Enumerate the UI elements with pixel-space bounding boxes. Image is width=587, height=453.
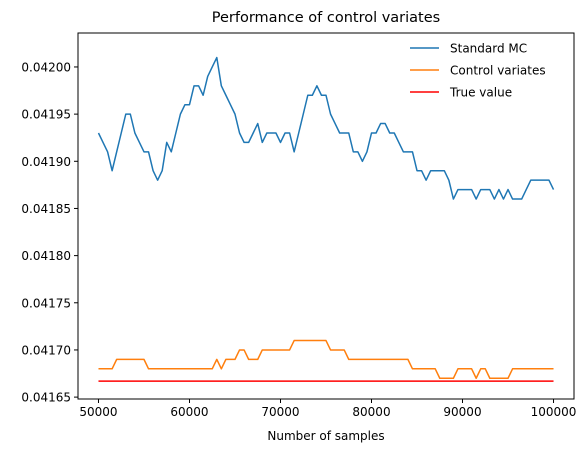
x-tick-label: 90000 bbox=[443, 405, 481, 419]
x-tick-label: 50000 bbox=[79, 405, 117, 419]
y-tick-label: 0.04180 bbox=[21, 249, 71, 263]
legend: Standard MC Control variates True value bbox=[410, 42, 546, 100]
x-tick-label: 60000 bbox=[170, 405, 208, 419]
axes-frame bbox=[77, 32, 575, 400]
y-tick-label: 0.04165 bbox=[21, 391, 71, 405]
y-tick-label: 0.04195 bbox=[21, 108, 71, 122]
x-axis-label: Number of samples bbox=[267, 429, 384, 443]
plot-lines bbox=[97, 56, 555, 382]
x-tick-label: 70000 bbox=[261, 405, 299, 419]
chart-title: Performance of control variates bbox=[212, 10, 440, 26]
y-tick-label: 0.04185 bbox=[21, 202, 71, 216]
y-tick-label: 0.04190 bbox=[21, 155, 71, 169]
y-tick-label: 0.04170 bbox=[21, 343, 71, 357]
y-tick-label: 0.04175 bbox=[21, 296, 71, 310]
x-tick-label: 100000 bbox=[531, 405, 577, 419]
legend-label-true-value: True value bbox=[449, 86, 512, 100]
series-line-control-variates bbox=[98, 339, 554, 379]
x-axis: 50000 60000 70000 80000 90000 100000 bbox=[79, 399, 576, 419]
series-line-standard-mc bbox=[97, 56, 555, 200]
legend-label-standard-mc: Standard MC bbox=[450, 42, 527, 56]
legend-label-control-variates: Control variates bbox=[450, 64, 546, 78]
y-axis: 0.04165 0.04170 0.04175 0.04180 0.04185 0.041… bbox=[21, 60, 78, 405]
y-tick-label: 0.04200 bbox=[21, 60, 71, 74]
x-tick-label: 80000 bbox=[352, 405, 390, 419]
